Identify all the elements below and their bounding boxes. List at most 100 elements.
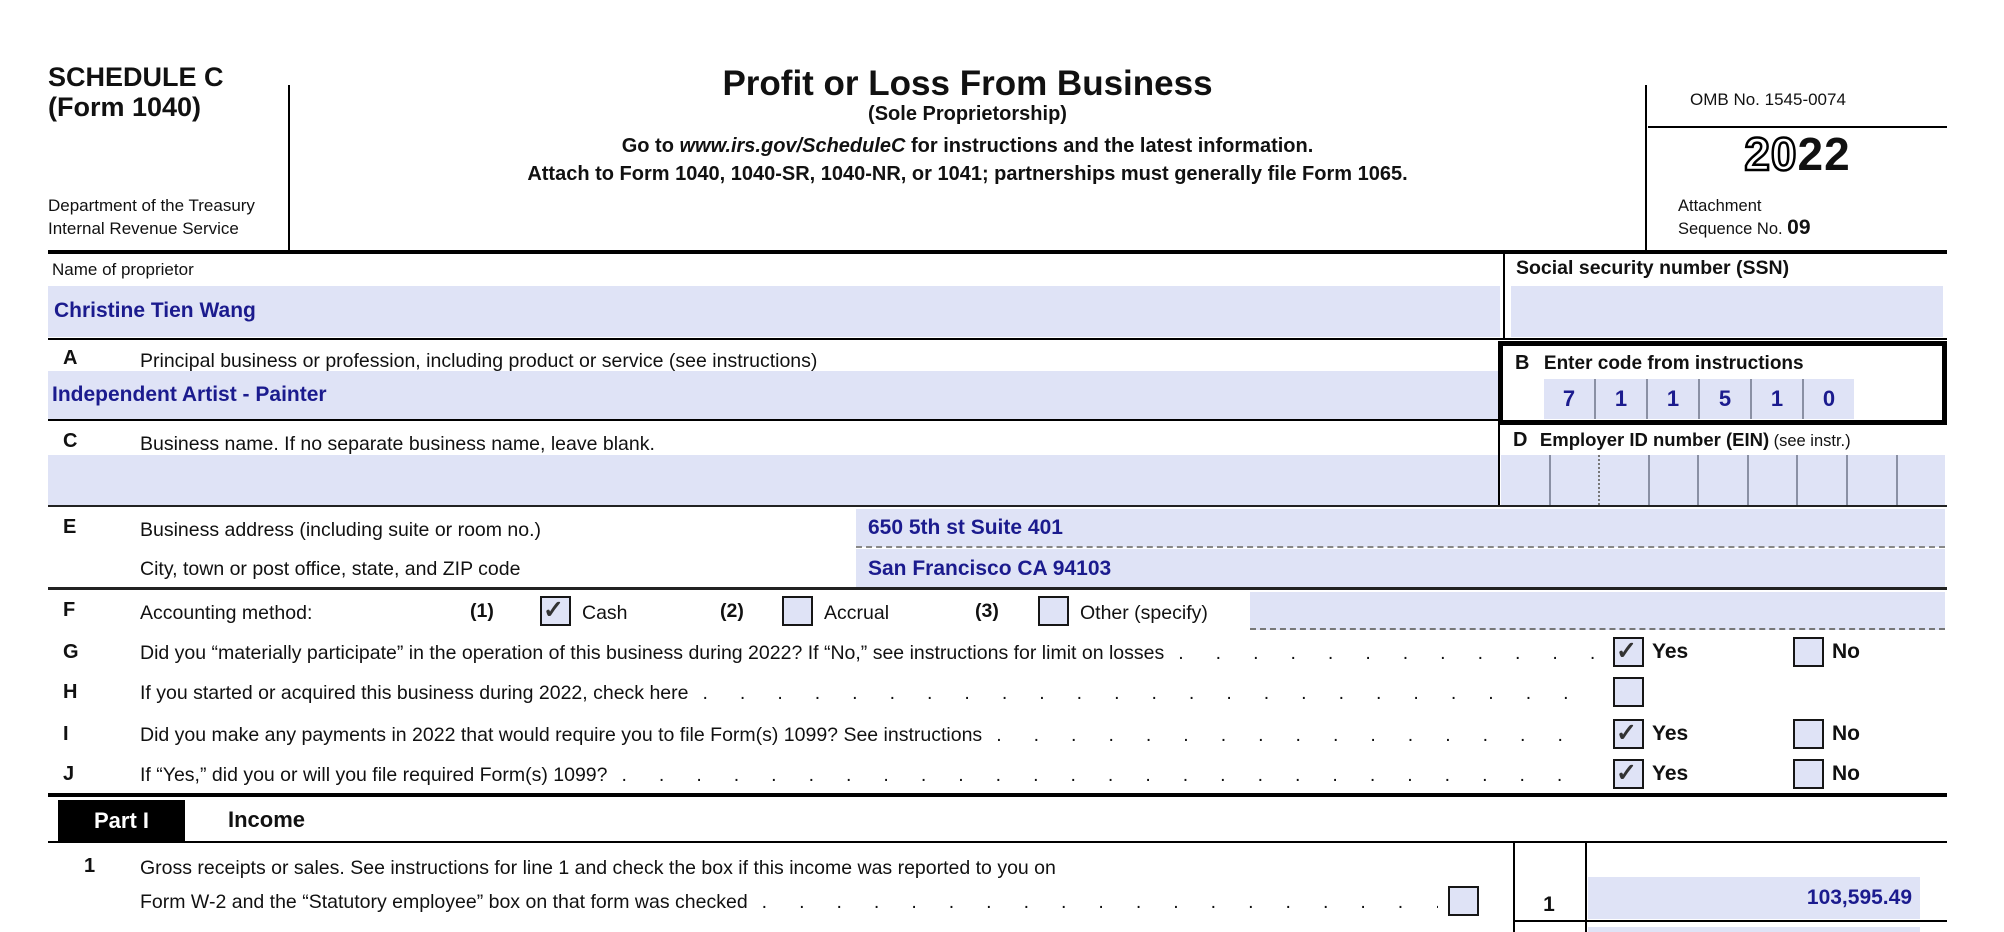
line-b-letter: B [1515,352,1530,374]
business-code-cells[interactable]: 7 1 1 5 1 0 [1544,379,1854,419]
line-j-no-label: No [1832,762,1860,785]
agency-text: Internal Revenue Service [48,219,239,238]
line-j-yes-checkbox[interactable]: ✓ [1613,759,1644,789]
part1-top-rule [48,793,1947,797]
agency-block: Department of the Treasury Internal Reve… [48,194,255,240]
line1-col-divider-left [1513,843,1515,932]
line-e-letter: E [63,516,77,538]
ein-cell[interactable] [1697,455,1747,505]
line-g-letter: G [63,641,79,663]
header-divider-left [288,85,290,253]
check-icon: ✓ [1616,719,1637,747]
f-option1-label: Cash [582,602,628,624]
schedule-c-text: SCHEDULE C [48,62,224,92]
address-dashed-rule [856,546,1945,548]
code-digit-cell[interactable]: 1 [1646,379,1698,419]
line-g-text: Did you “materially participate” in the … [140,642,1165,664]
leader-dots: ........................................… [1178,642,1595,664]
line-e-city-label: City, town or post office, state, and ZI… [140,558,521,580]
sequence-label: Sequence No. [1678,220,1788,238]
ein-cell[interactable] [1548,455,1599,505]
line-i-question: Did you make any payments in 2022 that w… [140,724,1595,747]
line-f-letter: F [63,599,76,621]
form-title: Profit or Loss From Business [722,64,1213,103]
line-d-label-row: D Employer ID number (EIN) (see instr.) [1513,429,1851,452]
proprietor-name-value: Christine Tien Wang [54,299,256,322]
ssn-field[interactable] [1511,286,1943,337]
check-icon: ✓ [543,596,564,624]
line-d-label: Employer ID number (EIN) [1539,429,1770,450]
other-specify-field[interactable] [1250,592,1945,630]
box-b-label-row: B Enter code from instructions [1515,352,1804,375]
omb-underline [1648,126,1947,128]
ein-cells[interactable] [1501,455,1946,505]
f-option2-number: (2) [720,600,744,622]
line-d-letter: D [1513,429,1528,451]
ein-cell[interactable] [1501,455,1549,505]
attach-line: Attach to Form 1040, 1040-SR, 1040-NR, o… [527,163,1408,185]
tax-year: 2022 [1648,127,1947,182]
line-g-yes-label: Yes [1652,640,1689,663]
line1-bottom-rule [1513,920,1947,922]
f-option1-number: (1) [470,600,494,622]
line-h-checkbox[interactable] [1613,677,1644,707]
line-j-letter: J [63,763,75,785]
line-j-text: If “Yes,” did you or will you file requi… [140,764,608,786]
code-digit-cell[interactable]: 0 [1802,379,1854,419]
line-a-field[interactable]: Independent Artist - Painter [48,371,1498,420]
line-e-address-label: Business address (including suite or roo… [140,519,542,541]
attachment-text: Attachment [1678,197,1762,215]
line-i-yes-checkbox[interactable]: ✓ [1613,719,1644,749]
line-j-question: If “Yes,” did you or will you file requi… [140,764,1595,787]
code-digit-cell[interactable]: 7 [1544,379,1594,419]
code-digit-cell[interactable]: 1 [1750,379,1802,419]
line-1-amount-field[interactable]: 103,595.49 [1588,877,1920,919]
ein-cell[interactable] [1746,455,1797,505]
department-text: Department of the Treasury [48,196,255,215]
leader-dots: ........................................… [621,764,1595,786]
line-h-question: If you started or acquired this business… [140,682,1595,705]
header-divider-right [1645,85,1647,253]
line-b-label: Enter code from instructions [1543,353,1804,374]
code-digit-cell[interactable]: 1 [1594,379,1646,419]
ein-cell[interactable] [1598,455,1648,505]
statutory-employee-checkbox[interactable] [1448,886,1479,916]
header-center: Profit or Loss From Business (Sole Propr… [290,66,1645,186]
line-i-no-checkbox[interactable] [1793,719,1824,749]
form-1040-text: (Form 1040) [48,92,202,122]
year-solid-part: 22 [1797,128,1851,180]
line-g-no-label: No [1832,640,1860,663]
other-checkbox[interactable] [1038,596,1069,626]
line-j-no-checkbox[interactable] [1793,759,1824,789]
line-1-amount-value: 103,595.49 [1806,886,1912,909]
code-digit-cell[interactable]: 5 [1698,379,1750,419]
proprietor-name-field[interactable]: Christine Tien Wang [48,286,1500,337]
line-g-no-checkbox[interactable] [1793,637,1824,667]
ein-cell[interactable] [1796,455,1846,505]
ein-cell[interactable] [1895,455,1946,505]
form-subtitle: (Sole Proprietorship) [868,103,1067,125]
leader-dots: ........................................… [702,682,1596,704]
line-2-amount-field-sliver[interactable] [1588,927,1920,932]
goto-line: Go to www.irs.gov/ScheduleC for instruct… [290,135,1645,158]
goto-url-link[interactable]: www.irs.gov/ScheduleC [679,135,906,157]
accrual-checkbox[interactable] [782,596,813,626]
line-f-label: Accounting method: [140,602,313,624]
attachment-block: Attachment Sequence No. 09 [1678,195,1811,240]
cash-checkbox[interactable]: ✓ [540,596,571,626]
city-state-zip-field[interactable]: San Francisco CA 94103 [856,549,1945,587]
line-j-yes-label: Yes [1652,762,1689,785]
line-1-cell-number: 1 [1543,893,1555,916]
ein-cell[interactable] [1647,455,1698,505]
part1-label-box: Part I [58,800,185,841]
line-g-yes-checkbox[interactable]: ✓ [1613,637,1644,667]
line1-col-divider-right [1585,843,1587,932]
city-state-zip-value: San Francisco CA 94103 [868,557,1112,580]
line-c-field[interactable] [48,455,1498,505]
line-e-bottom-rule [48,587,1947,590]
line-h-text: If you started or acquired this business… [140,682,689,704]
line-c-label: Business name. If no separate business n… [140,433,655,455]
line-c-letter: C [63,430,78,452]
ein-cell[interactable] [1845,455,1896,505]
business-address-field[interactable]: 650 5th st Suite 401 [856,509,1945,547]
